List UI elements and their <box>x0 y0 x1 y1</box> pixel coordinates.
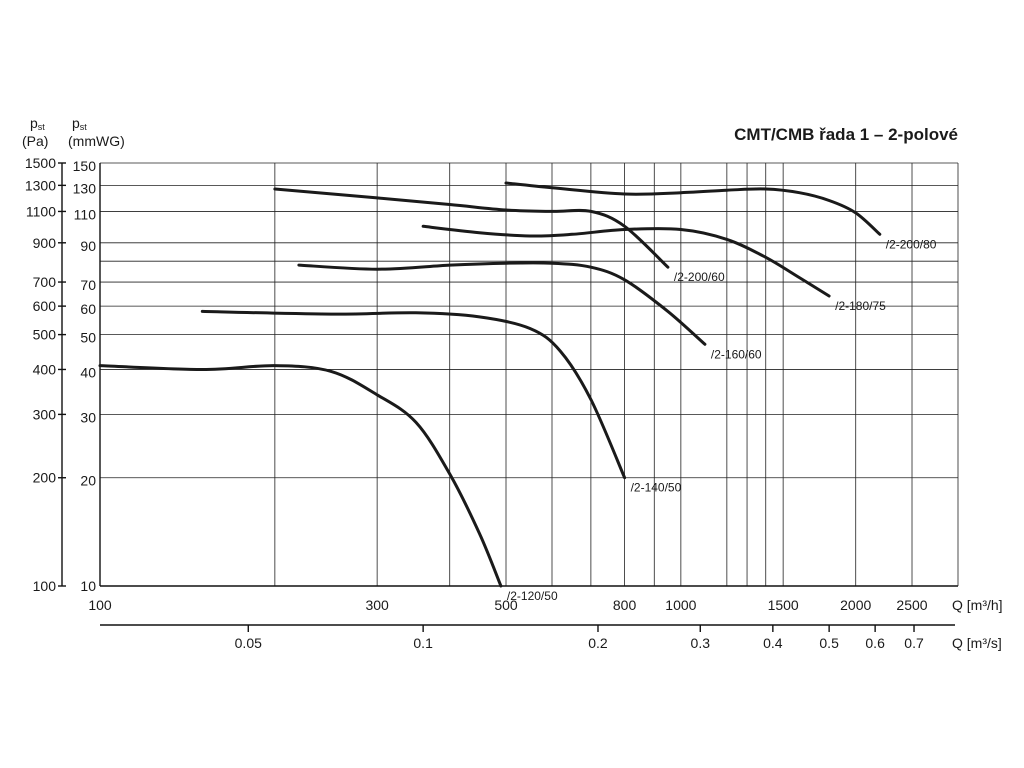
curve-label: /2-140/50 <box>631 481 682 495</box>
x-tick-label-m3h: 300 <box>365 597 389 613</box>
y-tick-label-mmwg: 150 <box>73 158 97 174</box>
y-tick-label-pa: 300 <box>33 406 57 422</box>
x-tick-label-m3h: 100 <box>88 597 112 613</box>
x-tick-label-m3s: 0.05 <box>235 635 262 651</box>
curve-2-200-80 <box>504 181 882 236</box>
y-tick-label-pa: 1100 <box>26 203 56 219</box>
curve-label: /2-200/60 <box>674 270 725 284</box>
curve-label: /2-120/50 <box>507 589 558 603</box>
labels: 1500 1300 1100 900 700 600 500 400 300 200 100 150 1… <box>25 155 937 651</box>
curve-label: /2-180/75 <box>835 299 886 313</box>
curve-2-160-60 <box>297 261 707 346</box>
y-tick-label-mmwg: 130 <box>73 180 97 196</box>
y-axis-mmwg-symbol: pst <box>72 115 87 132</box>
curve-2-180-75 <box>421 224 831 298</box>
y-tick-label-mmwg: 40 <box>80 364 96 380</box>
x-tick-label-m3h: 800 <box>613 597 637 613</box>
x-tick-label-m3s: 0.1 <box>413 635 433 651</box>
y-tick-label-pa: 600 <box>33 298 57 314</box>
x-tick-label-m3s: 0.5 <box>819 635 839 651</box>
y-axis-pa-unit: (Pa) <box>22 133 48 149</box>
y-tick-label-pa: 400 <box>33 361 57 377</box>
chart-title: CMT/CMB řada 1 – 2-polové <box>734 125 958 144</box>
y-tick-label-pa: 700 <box>33 274 57 290</box>
curves <box>98 181 882 588</box>
y-tick-label-mmwg: 50 <box>80 330 96 346</box>
x-tick-label-m3s: 0.6 <box>865 635 885 651</box>
y-tick-label-mmwg: 110 <box>74 206 97 222</box>
curve-2-200-60 <box>273 187 670 269</box>
axes <box>58 162 959 632</box>
y-tick-label-pa: 500 <box>33 327 57 343</box>
x-tick-label-m3h: 500 <box>494 597 518 613</box>
y-tick-label-pa: 200 <box>33 470 57 486</box>
x-tick-label-m3h: 1500 <box>768 597 799 613</box>
x-tick-label-m3s: 0.4 <box>763 635 783 651</box>
x-tick-label-m3s: 0.2 <box>588 635 608 651</box>
y-tick-label-mmwg: 90 <box>80 238 96 254</box>
y-tick-label-pa: 1500 <box>25 155 56 171</box>
grid <box>100 162 958 586</box>
curve-2-120-50 <box>98 364 503 588</box>
x-tick-label-m3s: 0.3 <box>691 635 711 651</box>
y-tick-label-mmwg: 70 <box>80 277 96 293</box>
y-tick-label-pa: 100 <box>33 578 57 594</box>
y-tick-label-mmwg: 10 <box>80 578 96 594</box>
y-axis-pa-symbol: pst <box>30 115 45 132</box>
curve-2-140-50 <box>200 309 627 480</box>
x-axis-m3s-label: Q [m³/s] <box>952 635 1002 651</box>
y-tick-label-mmwg: 30 <box>80 409 96 425</box>
x-tick-label-m3s: 0.7 <box>904 635 924 651</box>
y-tick-label-pa: 1300 <box>25 177 56 193</box>
x-tick-label-m3h: 2500 <box>896 597 927 613</box>
x-tick-label-m3h: 1000 <box>665 597 696 613</box>
y-tick-label-mmwg: 60 <box>80 301 96 317</box>
curve-label: /2-200/80 <box>886 237 937 251</box>
x-axis-m3h-label: Q [m³/h] <box>952 597 1003 613</box>
curve-label: /2-160/60 <box>711 347 762 361</box>
y-tick-label-mmwg: 20 <box>80 473 96 489</box>
y-axis-mmwg-unit: (mmWG) <box>68 133 125 149</box>
x-tick-label-m3h: 2000 <box>840 597 871 613</box>
y-tick-label-pa: 900 <box>33 235 57 251</box>
